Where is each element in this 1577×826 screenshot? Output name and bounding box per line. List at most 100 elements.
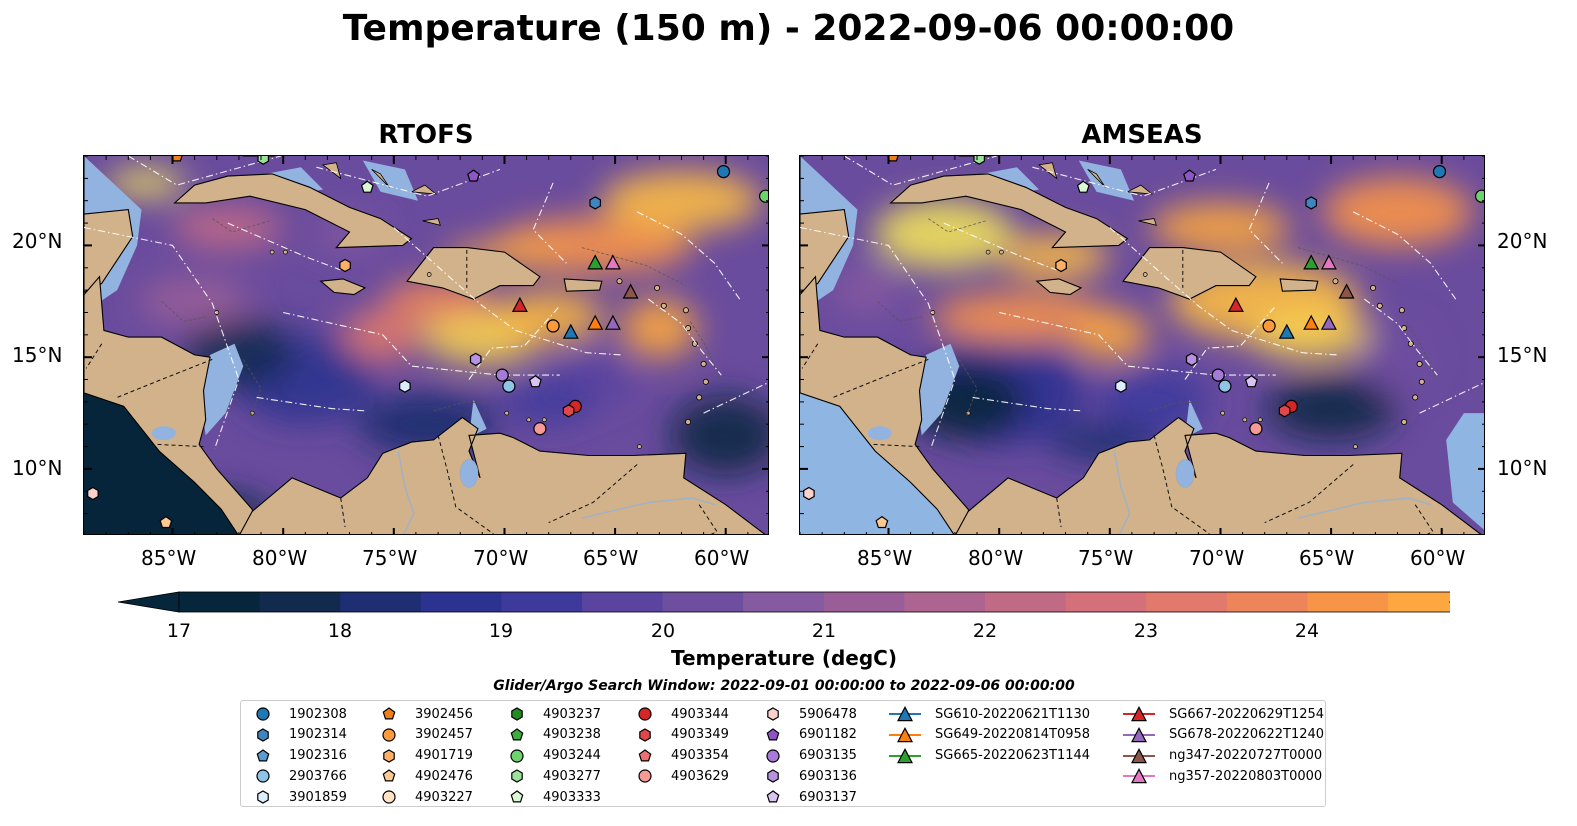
search-window-text: Glider/Argo Search Window: 2022-09-01 00… bbox=[493, 678, 1075, 694]
lake bbox=[1175, 459, 1195, 488]
platform-marker[interactable] bbox=[87, 486, 99, 501]
legend-item: 4903629 bbox=[637, 766, 729, 786]
platform-marker[interactable] bbox=[1278, 323, 1295, 339]
platform-marker[interactable] bbox=[1055, 258, 1067, 273]
triangle-marker-icon bbox=[1123, 726, 1155, 742]
island bbox=[702, 378, 709, 385]
country-border bbox=[872, 443, 920, 448]
platform-marker[interactable] bbox=[1218, 379, 1232, 393]
legend-item: 4903344 bbox=[637, 704, 729, 724]
bathymetry-contour bbox=[689, 321, 720, 378]
bathymetry-contour bbox=[242, 359, 262, 418]
legend-item-label: SG610-20220621T1130 bbox=[935, 706, 1091, 722]
platform-marker[interactable] bbox=[589, 196, 602, 210]
outside-domain-water bbox=[1446, 413, 1484, 530]
platform-marker[interactable] bbox=[875, 515, 889, 529]
circle-marker-icon bbox=[256, 707, 270, 721]
legend-item: 4903227 bbox=[381, 787, 473, 807]
platform-marker[interactable] bbox=[1320, 254, 1337, 270]
platform-marker[interactable] bbox=[562, 404, 575, 418]
platform-marker[interactable] bbox=[533, 422, 547, 436]
legend-item: 1902314 bbox=[255, 725, 347, 745]
legend-item: ng347-20220727T0000 bbox=[1121, 746, 1322, 766]
island bbox=[999, 249, 1004, 255]
bathymetry-contour bbox=[1405, 321, 1436, 378]
colorbar bbox=[117, 590, 1577, 614]
island bbox=[1138, 218, 1157, 226]
legend-item-label: ng347-20220727T0000 bbox=[1169, 748, 1323, 764]
hexagon-marker-icon bbox=[511, 707, 523, 721]
colorbar-segment bbox=[743, 592, 825, 612]
platform-marker[interactable] bbox=[1432, 165, 1447, 179]
platform-marker[interactable] bbox=[1262, 319, 1276, 333]
platform-marker[interactable] bbox=[1249, 422, 1263, 436]
platform-marker[interactable] bbox=[1211, 368, 1225, 382]
platform-marker[interactable] bbox=[399, 379, 411, 393]
island bbox=[654, 284, 661, 291]
platform-marker[interactable] bbox=[604, 254, 621, 270]
island bbox=[1257, 417, 1263, 423]
platform-marker[interactable] bbox=[1320, 314, 1337, 330]
platform-marker[interactable] bbox=[1076, 180, 1090, 193]
amseas-map[interactable] bbox=[799, 155, 1485, 535]
platform-marker[interactable] bbox=[1183, 169, 1196, 182]
platform-marker[interactable] bbox=[1303, 314, 1320, 330]
platform-marker[interactable] bbox=[1227, 296, 1244, 312]
eez-boundary bbox=[84, 226, 240, 449]
colorbar-tick-label: 21 bbox=[811, 620, 837, 642]
lat-tick-label: 20°N bbox=[1497, 229, 1548, 253]
lon-tick-label: 80°W bbox=[968, 546, 1024, 570]
platform-marker[interactable] bbox=[716, 165, 731, 179]
platform-marker[interactable] bbox=[1115, 379, 1127, 393]
legend-item-label: 6903135 bbox=[799, 748, 857, 764]
legend-item-label: 6901182 bbox=[799, 727, 857, 743]
island bbox=[1242, 417, 1248, 423]
country-border bbox=[437, 435, 494, 534]
island bbox=[1412, 394, 1419, 401]
platform-marker[interactable] bbox=[803, 486, 815, 501]
platform-marker[interactable] bbox=[1244, 375, 1258, 388]
platform-marker[interactable] bbox=[171, 156, 183, 162]
legend-item: 6901182 bbox=[765, 725, 857, 745]
rtofs-map[interactable] bbox=[83, 155, 769, 535]
platform-marker[interactable] bbox=[622, 283, 639, 299]
colorbar-segment bbox=[340, 592, 422, 612]
colorbar-title: Temperature (degC) bbox=[671, 646, 897, 670]
platform-marker[interactable] bbox=[339, 258, 351, 273]
platform-marker[interactable] bbox=[562, 323, 579, 339]
island bbox=[1142, 272, 1148, 277]
platform-marker[interactable] bbox=[511, 296, 528, 312]
platform-marker[interactable] bbox=[1305, 196, 1318, 210]
platform-marker[interactable] bbox=[887, 156, 899, 162]
platform-marker[interactable] bbox=[604, 314, 621, 330]
platform-marker[interactable] bbox=[360, 180, 374, 193]
platform-marker[interactable] bbox=[1475, 189, 1485, 203]
colorbar-segment bbox=[1388, 592, 1470, 612]
bathymetry-contour bbox=[928, 218, 987, 233]
platform-marker[interactable] bbox=[528, 375, 542, 388]
legend-item: SG665-20220623T1144 bbox=[887, 746, 1090, 766]
platform-marker[interactable] bbox=[587, 254, 604, 270]
platform-marker[interactable] bbox=[1185, 352, 1198, 367]
legend-item: ng357-20220803T0000 bbox=[1121, 766, 1322, 786]
platform-marker[interactable] bbox=[1278, 404, 1291, 418]
platform-marker[interactable] bbox=[546, 319, 560, 333]
lon-tick-label: 60°W bbox=[1410, 546, 1466, 570]
platform-marker[interactable] bbox=[1338, 283, 1355, 299]
country-border bbox=[340, 497, 346, 528]
platform-marker[interactable] bbox=[1303, 254, 1320, 270]
platform-marker[interactable] bbox=[159, 515, 173, 529]
lat-tick-label: 20°N bbox=[12, 229, 63, 253]
platform-marker[interactable] bbox=[502, 379, 516, 393]
platform-marker[interactable] bbox=[469, 352, 482, 367]
platform-marker[interactable] bbox=[467, 169, 480, 182]
bathymetry-contour bbox=[958, 359, 978, 418]
river bbox=[397, 450, 415, 534]
legend-item: 3901859 bbox=[255, 787, 347, 807]
platform-marker[interactable] bbox=[587, 314, 604, 330]
island bbox=[637, 444, 642, 449]
platform-marker[interactable] bbox=[759, 189, 769, 203]
island bbox=[1087, 169, 1106, 188]
legend-item-label: 3901859 bbox=[289, 789, 347, 805]
platform-marker[interactable] bbox=[495, 368, 509, 382]
